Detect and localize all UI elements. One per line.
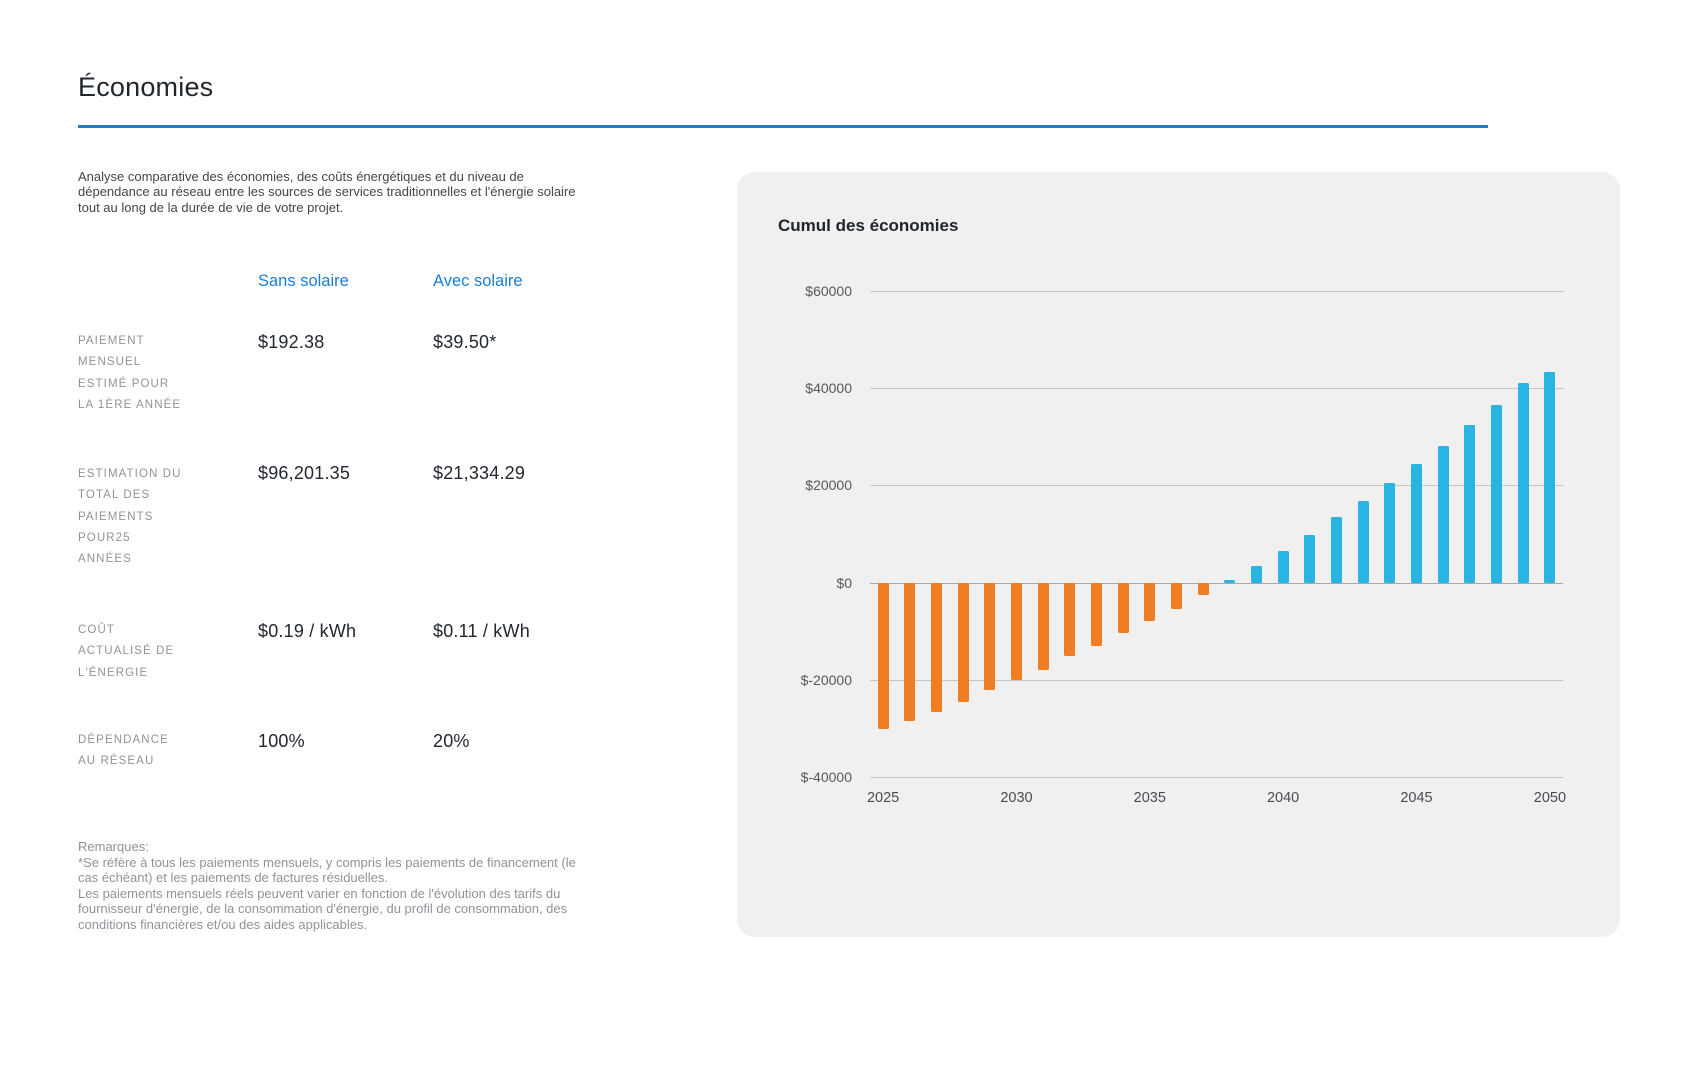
savings-bar-2031[interactable] <box>1037 582 1049 670</box>
value-paiement-avec-solaire: $39.50* <box>433 332 497 352</box>
row-label-paiement-mensuel: PAIEMENT MENSUEL ESTIMÉ POUR LA 1ÈRE ANN… <box>78 335 182 411</box>
column-header-avec-solaire: Avec solaire <box>433 272 523 290</box>
value-cout-avec-solaire: $0.11 / kWh <box>433 621 530 641</box>
savings-bar-2037[interactable] <box>1197 582 1209 595</box>
notes-section: Remarques: *Se réfère à tous les paiemen… <box>78 839 718 933</box>
y-axis-tick-label: $-20000 <box>800 671 852 688</box>
savings-bar-2042[interactable] <box>1331 517 1342 583</box>
savings-bar-2048[interactable] <box>1491 404 1502 583</box>
note-item: Les paiements mensuels réels peuvent var… <box>78 885 568 932</box>
savings-bar-2034[interactable] <box>1117 582 1129 634</box>
chart-title: Cumul des économies <box>778 216 959 235</box>
savings-bar-2047[interactable] <box>1464 424 1476 583</box>
page-title: Économies <box>78 72 214 102</box>
value-total-avec-solaire: $21,334.29 <box>433 463 526 483</box>
savings-bar-2040[interactable] <box>1277 550 1289 583</box>
savings-bar-2043[interactable] <box>1357 500 1369 583</box>
savings-bar-2044[interactable] <box>1384 483 1396 583</box>
column-header-sans-solaire: Sans solaire <box>258 272 349 290</box>
y-axis-tick-label: $20000 <box>805 477 852 494</box>
gridline--20000 <box>870 679 1563 681</box>
value-total-sans-solaire: $96,201.35 <box>258 463 351 483</box>
savings-bar-2033[interactable] <box>1091 582 1102 646</box>
savings-bar-2025[interactable] <box>877 582 889 730</box>
page-description: Analyse comparative des économies, des c… <box>78 169 576 215</box>
savings-bar-2050[interactable] <box>1544 371 1556 583</box>
y-axis-tick-label: $0 <box>836 574 852 591</box>
x-axis-tick-label: 2030 <box>1000 790 1033 806</box>
savings-bar-2027[interactable] <box>930 582 942 712</box>
gridline--40000 <box>870 777 1563 778</box>
x-axis-tick-label: 2025 <box>866 790 900 806</box>
gridline-40000 <box>870 388 1563 390</box>
row-label-cout-energie: COÛT ACTUALISÉ DE L'ÉNERGIE <box>78 624 175 679</box>
x-axis-tick-label: 2035 <box>1133 790 1166 806</box>
gridline-60000 <box>870 291 1563 292</box>
x-axis-tick-label: 2050 <box>1533 790 1567 806</box>
gridline-20000 <box>870 485 1563 487</box>
gridline-0 <box>870 582 1563 584</box>
y-axis-tick-label: $-40000 <box>800 769 852 785</box>
notes-heading: Remarques: <box>78 839 149 854</box>
chart-panel: Cumul des économies $60000 $40000 $20000 $0… <box>737 172 1620 937</box>
savings-bar-2038[interactable] <box>1224 580 1236 583</box>
savings-bar-2035[interactable] <box>1144 582 1156 622</box>
value-dependance-avec-solaire: 20% <box>433 731 470 751</box>
savings-bar-2046[interactable] <box>1437 445 1449 583</box>
savings-bar-2026[interactable] <box>904 582 916 722</box>
value-paiement-sans-solaire: $192.38 <box>258 332 325 352</box>
savings-bar-2029[interactable] <box>984 582 996 691</box>
note-item: *Se réfère à tous les paiements mensuels… <box>78 854 576 886</box>
row-label-dependance-reseau: DÉPENDANCE AU RÉSEAU <box>78 734 169 768</box>
savings-bar-2041[interactable] <box>1304 534 1316 583</box>
savings-bar-2036[interactable] <box>1171 582 1182 609</box>
title-underline <box>78 125 1488 128</box>
savings-bar-2049[interactable] <box>1517 383 1529 583</box>
savings-bar-2039[interactable] <box>1251 565 1262 583</box>
savings-bar-2030[interactable] <box>1011 582 1022 681</box>
cumulative-savings-chart: $60000 $40000 $20000 $0 $-20000 $-40000 2025 20… <box>737 172 1620 937</box>
y-axis-tick-label: $40000 <box>805 380 852 397</box>
x-axis-tick-label: 2045 <box>1400 790 1433 806</box>
row-label-total-paiements: ESTIMATION DU TOTAL DES PAIEMENTS POUR25… <box>78 468 182 566</box>
savings-bar-2028[interactable] <box>957 582 969 703</box>
value-cout-sans-solaire: $0.19 / kWh <box>258 621 357 641</box>
y-axis-tick-label: $60000 <box>805 283 852 299</box>
x-axis-tick-label: 2040 <box>1266 790 1300 806</box>
savings-bar-2032[interactable] <box>1064 582 1076 657</box>
savings-bar-2045[interactable] <box>1411 464 1422 583</box>
value-dependance-sans-solaire: 100% <box>258 731 305 751</box>
